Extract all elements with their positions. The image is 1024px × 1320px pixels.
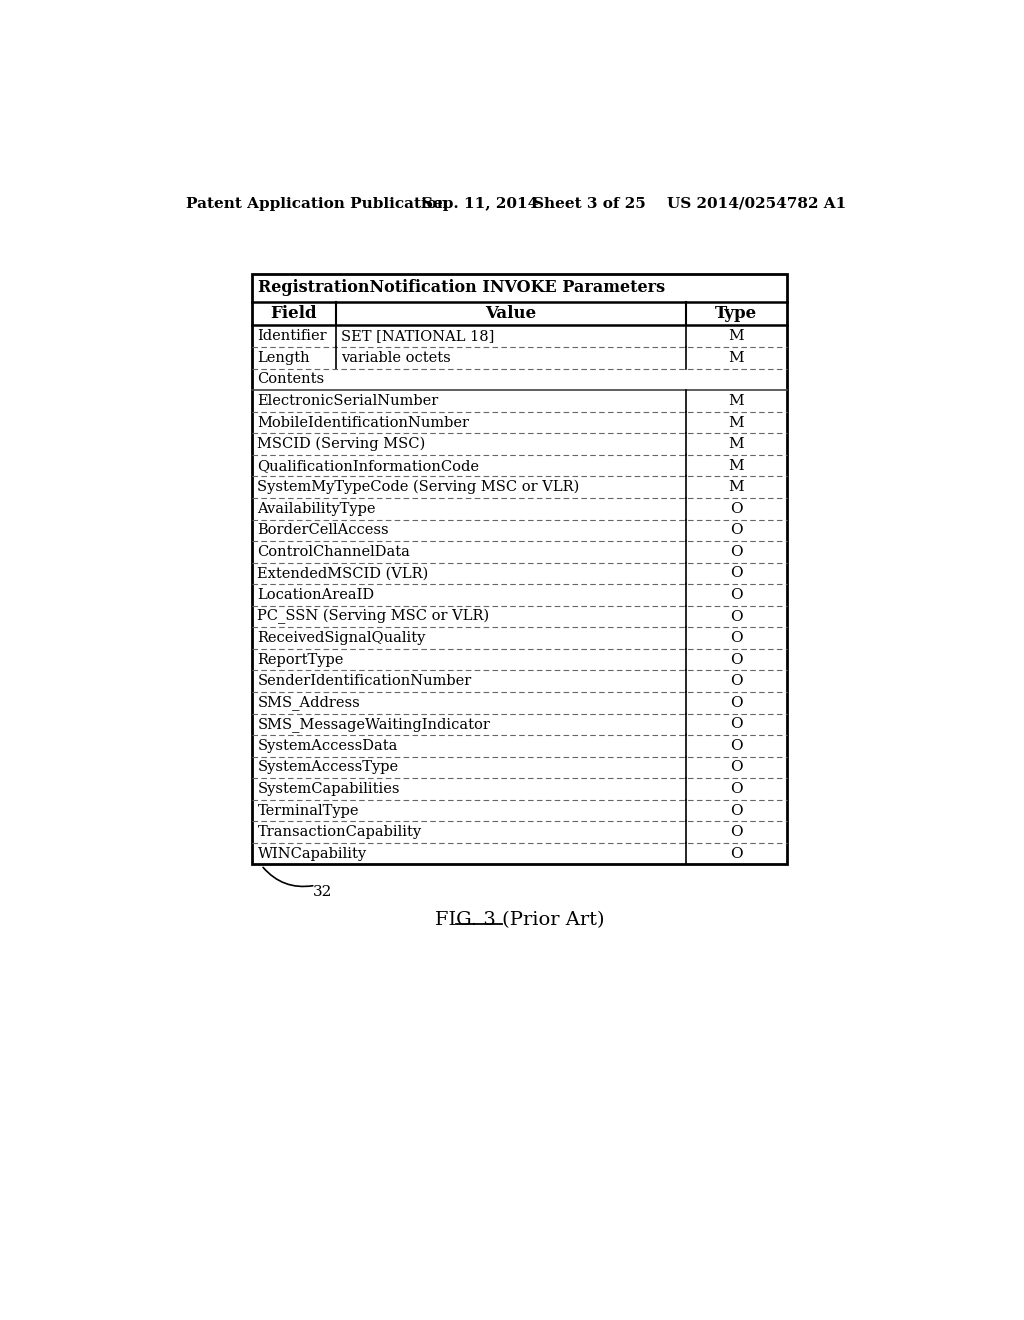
- Text: O: O: [730, 545, 742, 558]
- Text: O: O: [730, 781, 742, 796]
- Text: O: O: [730, 631, 742, 645]
- Text: SenderIdentificationNumber: SenderIdentificationNumber: [257, 675, 472, 688]
- Text: O: O: [730, 502, 742, 516]
- Text: SystemAccessType: SystemAccessType: [257, 760, 398, 775]
- Text: MobileIdentificationNumber: MobileIdentificationNumber: [257, 416, 469, 429]
- Text: AvailabilityType: AvailabilityType: [257, 502, 376, 516]
- Text: M: M: [728, 351, 744, 364]
- Text: O: O: [730, 652, 742, 667]
- Text: SET [NATIONAL 18]: SET [NATIONAL 18]: [341, 329, 495, 343]
- Text: O: O: [730, 675, 742, 688]
- Text: M: M: [728, 416, 744, 429]
- Text: O: O: [730, 804, 742, 817]
- Text: FIG. 3 (Prior Art): FIG. 3 (Prior Art): [434, 911, 604, 929]
- Text: LocationAreaID: LocationAreaID: [257, 587, 375, 602]
- Text: Patent Application Publication: Patent Application Publication: [186, 197, 449, 211]
- Text: SystemMyTypeCode (Serving MSC or VLR): SystemMyTypeCode (Serving MSC or VLR): [257, 480, 580, 495]
- Text: M: M: [728, 480, 744, 494]
- Text: M: M: [728, 458, 744, 473]
- FancyArrowPatch shape: [263, 867, 312, 887]
- Text: BorderCellAccess: BorderCellAccess: [257, 523, 389, 537]
- Text: O: O: [730, 610, 742, 623]
- Text: US 2014/0254782 A1: US 2014/0254782 A1: [667, 197, 846, 211]
- Text: ControlChannelData: ControlChannelData: [257, 545, 411, 558]
- Text: TerminalType: TerminalType: [257, 804, 359, 817]
- Text: TransactionCapability: TransactionCapability: [257, 825, 422, 840]
- Text: SystemCapabilities: SystemCapabilities: [257, 781, 400, 796]
- Text: Length: Length: [257, 351, 310, 364]
- Text: O: O: [730, 825, 742, 840]
- Text: RegistrationNotification INVOKE Parameters: RegistrationNotification INVOKE Paramete…: [258, 280, 666, 296]
- Text: Contents: Contents: [257, 372, 325, 387]
- Text: M: M: [728, 437, 744, 451]
- Text: Sep. 11, 2014: Sep. 11, 2014: [423, 197, 539, 211]
- Text: O: O: [730, 566, 742, 581]
- Text: Identifier: Identifier: [257, 329, 327, 343]
- Text: O: O: [730, 717, 742, 731]
- Bar: [252, 275, 786, 865]
- Text: M: M: [728, 329, 744, 343]
- Text: O: O: [730, 760, 742, 775]
- Text: SMS_MessageWaitingIndicator: SMS_MessageWaitingIndicator: [257, 717, 490, 731]
- Text: ReceivedSignalQuality: ReceivedSignalQuality: [257, 631, 426, 645]
- Text: O: O: [730, 739, 742, 752]
- Text: M: M: [728, 393, 744, 408]
- Text: O: O: [730, 587, 742, 602]
- Text: variable octets: variable octets: [341, 351, 451, 364]
- Text: ExtendedMSCID (VLR): ExtendedMSCID (VLR): [257, 566, 429, 581]
- Text: Field: Field: [270, 305, 317, 322]
- Text: WINCapability: WINCapability: [257, 846, 367, 861]
- Text: 32: 32: [312, 886, 332, 899]
- Text: ElectronicSerialNumber: ElectronicSerialNumber: [257, 393, 438, 408]
- Text: Sheet 3 of 25: Sheet 3 of 25: [532, 197, 645, 211]
- Text: PC_SSN (Serving MSC or VLR): PC_SSN (Serving MSC or VLR): [257, 609, 489, 624]
- Text: Type: Type: [716, 305, 758, 322]
- Text: O: O: [730, 846, 742, 861]
- Text: O: O: [730, 523, 742, 537]
- Text: SMS_Address: SMS_Address: [257, 696, 360, 710]
- Text: ReportType: ReportType: [257, 652, 344, 667]
- Text: QualificationInformationCode: QualificationInformationCode: [257, 458, 479, 473]
- Text: SystemAccessData: SystemAccessData: [257, 739, 397, 752]
- Text: O: O: [730, 696, 742, 710]
- Text: MSCID (Serving MSC): MSCID (Serving MSC): [257, 437, 426, 451]
- Text: Value: Value: [485, 305, 537, 322]
